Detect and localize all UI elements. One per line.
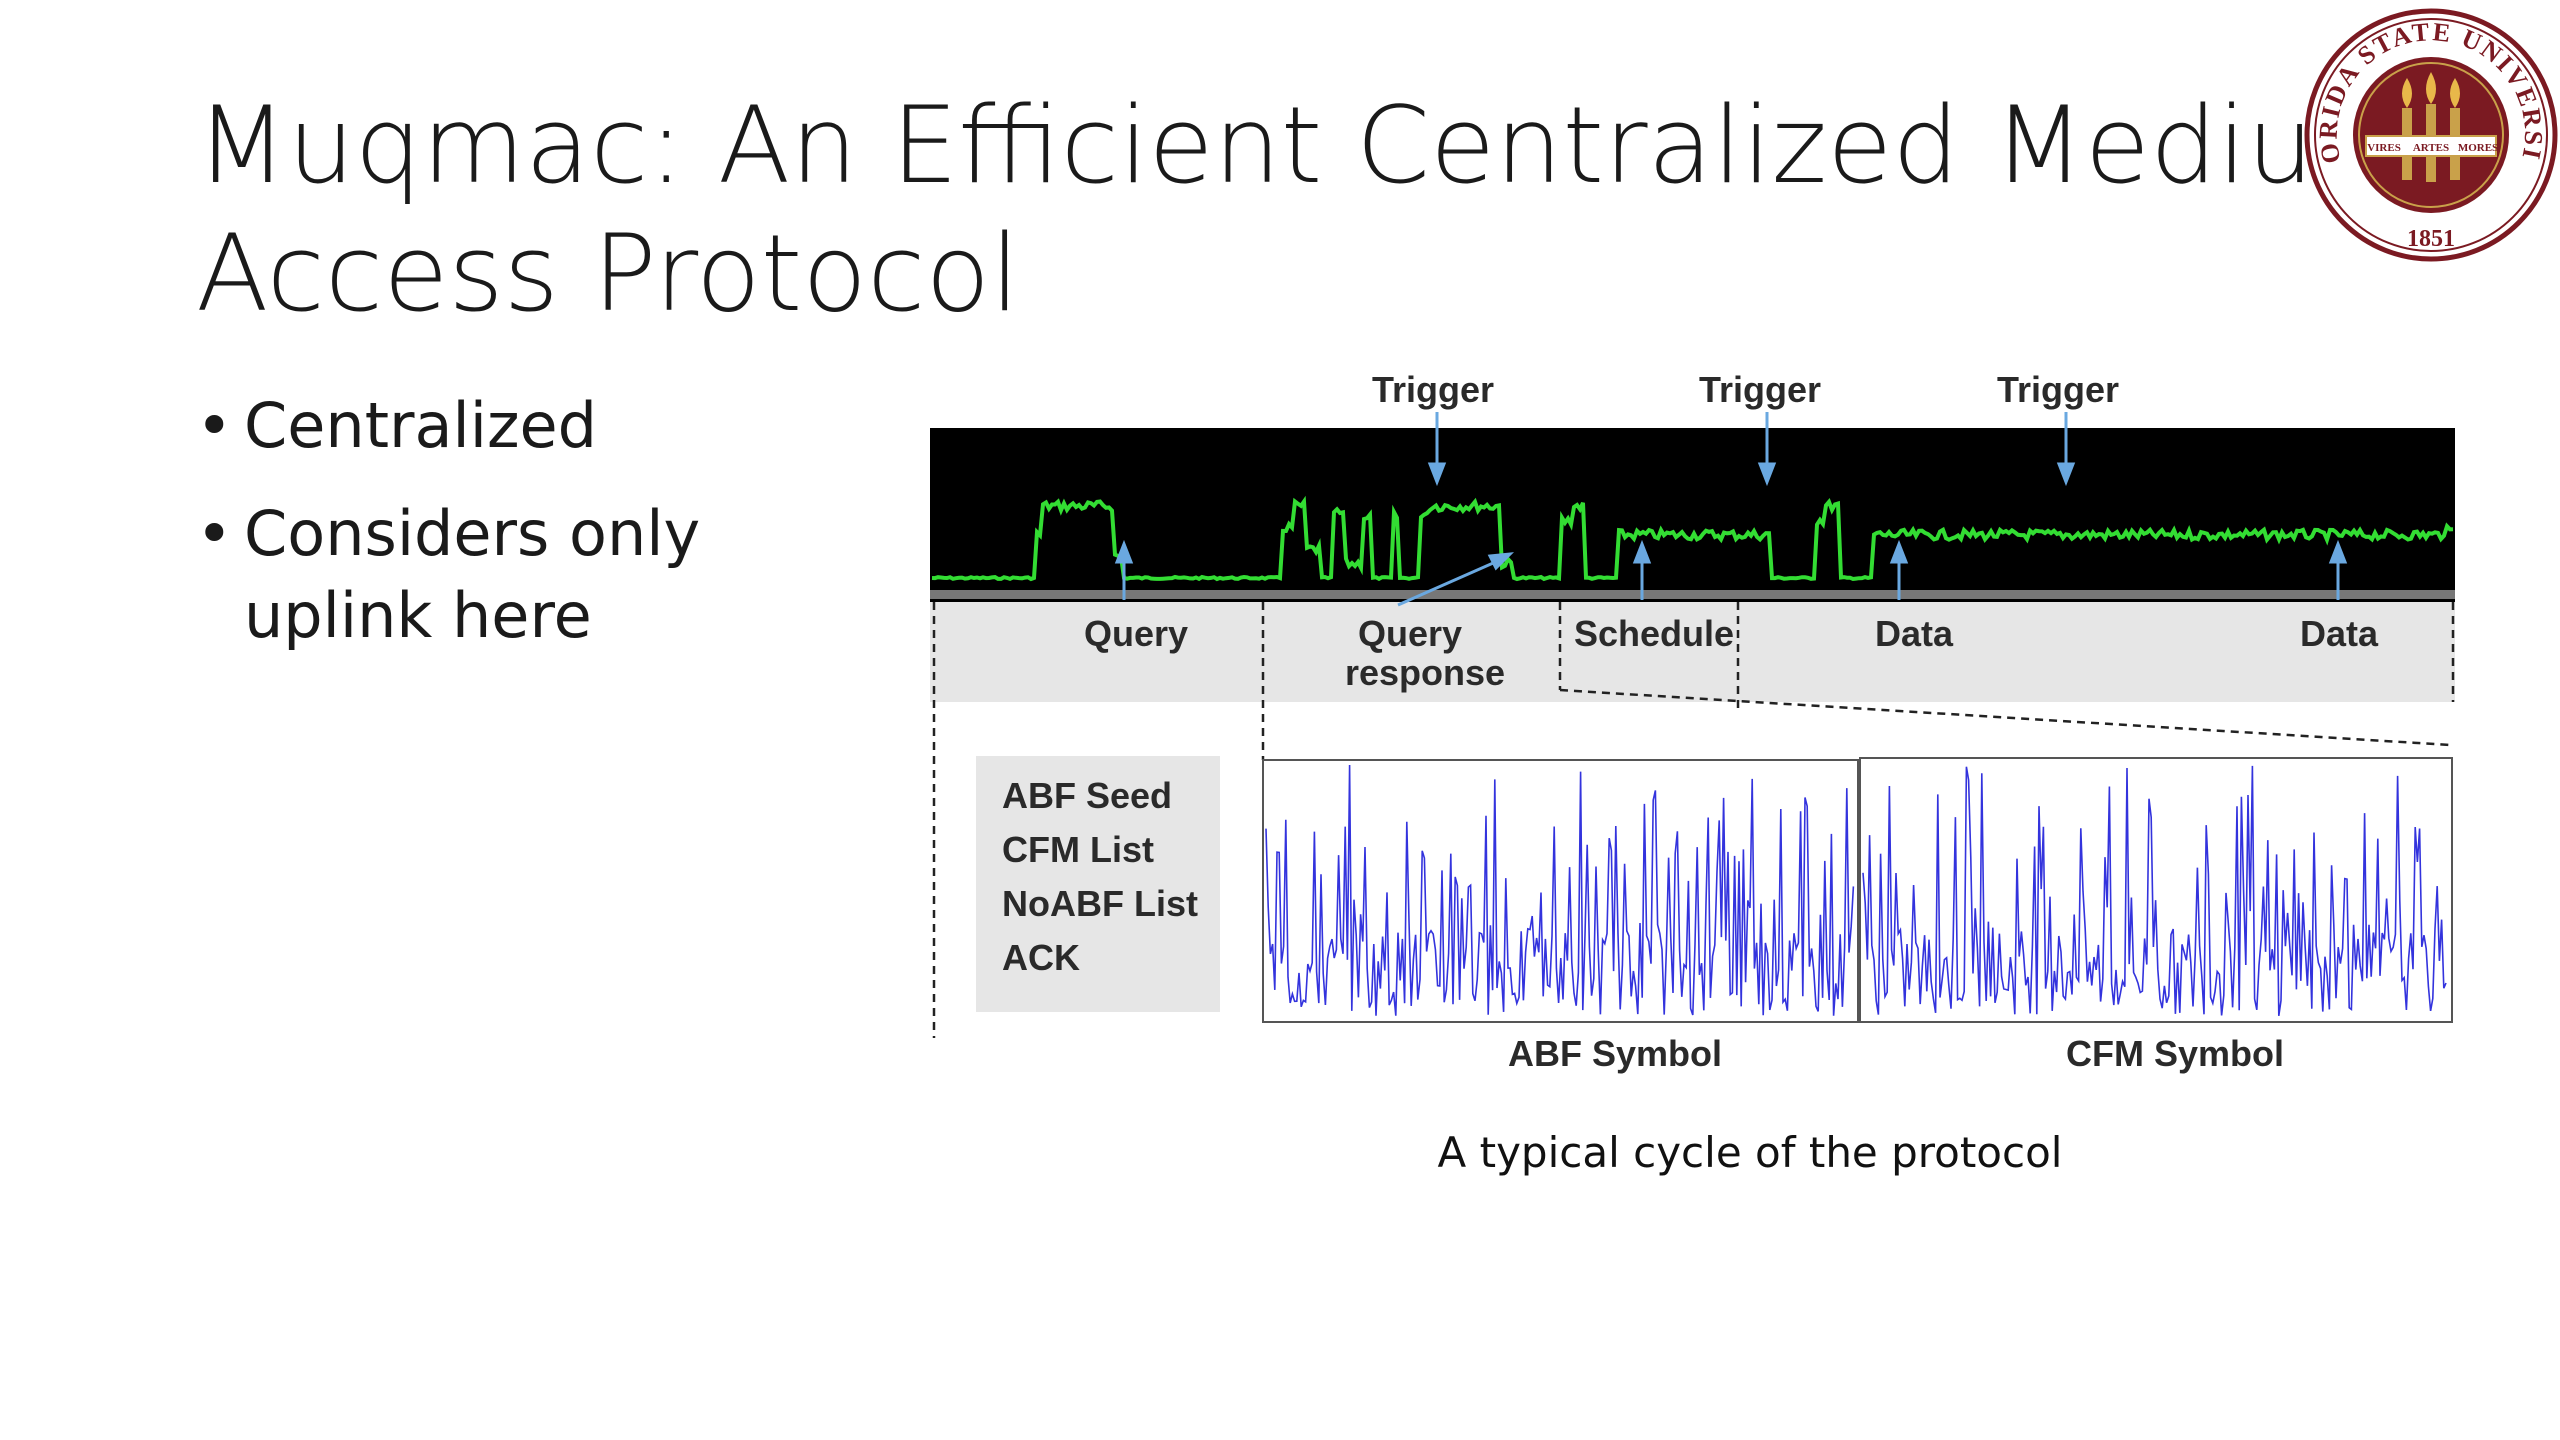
- segment-label-data: Data: [2300, 613, 2379, 654]
- segment-label-query-response-2: response: [1345, 652, 1505, 693]
- segment-label-schedule: Schedule: [1574, 613, 1734, 654]
- signal-waveform: [931, 495, 2454, 582]
- abf-symbol-waveform: [1265, 764, 1855, 1016]
- trigger-label: Trigger: [1997, 369, 2119, 410]
- protocol-cycle-figure: Trigger Trigger Trigger Qu: [930, 369, 2455, 1074]
- field-ack: ACK: [1002, 937, 1080, 978]
- university-seal-logo: FLORIDA STATE UNIVERSITY 1851 VIRES ARTE…: [2304, 8, 2558, 262]
- seal-motto-1: VIRES: [2367, 142, 2401, 154]
- field-list-box: [976, 756, 1220, 1012]
- field-cfm-list: CFM List: [1002, 829, 1154, 870]
- seal-year: 1851: [2407, 226, 2455, 252]
- field-abf-seed: ABF Seed: [1002, 775, 1172, 816]
- segment-label-query: Query: [1084, 613, 1188, 654]
- abf-symbol-label: ABF Symbol: [1508, 1033, 1722, 1074]
- title-line-1: Muqmac: An Efficient Centralized Medium: [196, 84, 2418, 207]
- segment-band: [930, 602, 2455, 702]
- seal-motto-2: ARTES: [2413, 142, 2449, 154]
- cfm-symbol-waveform: [1862, 765, 2447, 1017]
- signal-baseline: [930, 590, 2455, 599]
- bullet-list: Centralized Considers only uplink here: [196, 385, 896, 683]
- bullet-item: Considers only uplink here: [196, 493, 896, 657]
- figure-caption: A typical cycle of the protocol: [1437, 1128, 2063, 1177]
- field-noabf-list: NoABF List: [1002, 883, 1198, 924]
- bullet-item: Centralized: [196, 385, 896, 467]
- trigger-label: Trigger: [1372, 369, 1494, 410]
- title-line-2: Access Protocol: [196, 212, 1020, 335]
- trigger-label: Trigger: [1699, 369, 1821, 410]
- cfm-symbol-label: CFM Symbol: [2066, 1033, 2284, 1074]
- cfm-symbol-plot: [1859, 757, 2453, 1023]
- seal-motto-3: MORES: [2458, 142, 2498, 154]
- signal-panel: [930, 428, 2455, 603]
- slide-title: Muqmac: An Efficient Centralized Medium …: [196, 82, 2418, 338]
- segment-label-data: Data: [1875, 613, 1954, 654]
- segment-label-query-response-1: Query: [1358, 613, 1462, 654]
